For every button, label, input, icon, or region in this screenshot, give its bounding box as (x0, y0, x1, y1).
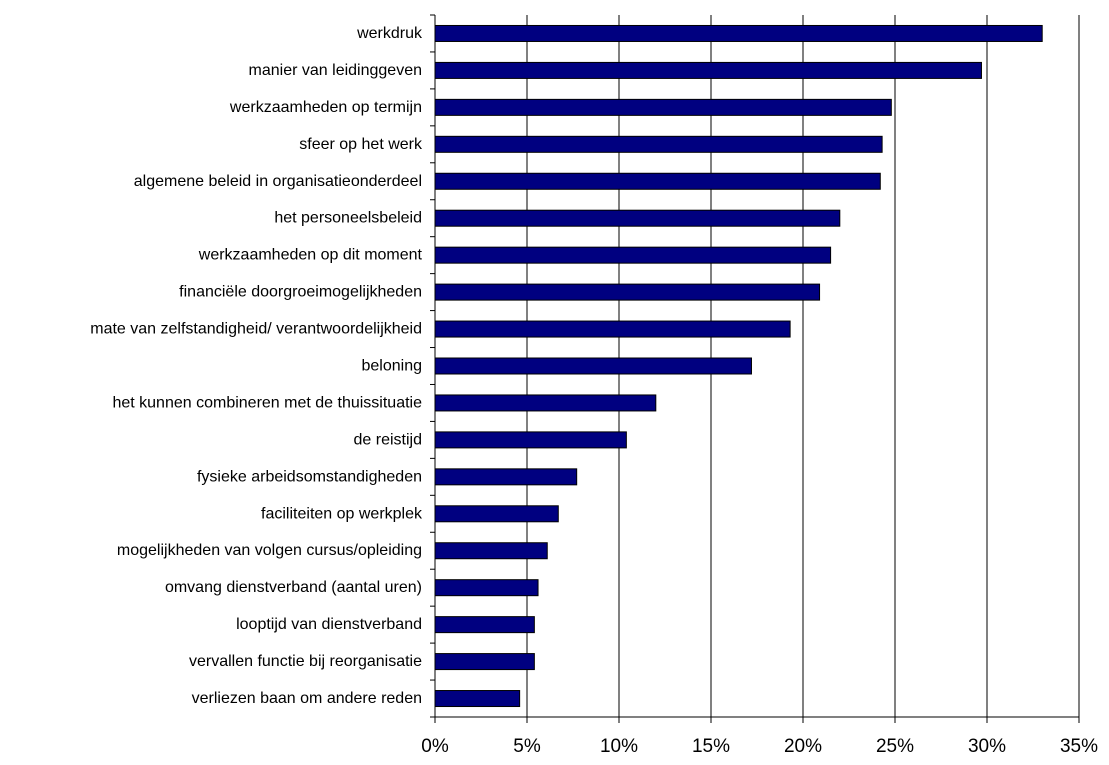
x-tick-label: 35% (1060, 736, 1098, 757)
category-label: financiële doorgroeimogelijkheden (179, 284, 422, 301)
category-label: de reistijd (354, 431, 422, 448)
bar (434, 135, 883, 153)
bar (434, 98, 892, 116)
bar (434, 320, 791, 338)
bar (434, 61, 982, 79)
bar (434, 579, 539, 597)
category-label: werkzaamheden op termijn (229, 99, 422, 116)
bar (434, 505, 559, 523)
category-label: faciliteiten op werkplek (261, 505, 423, 522)
bar (434, 394, 657, 412)
category-label: werkzaamheden op dit moment (198, 247, 423, 264)
category-label: algemene beleid in organisatieonderdeel (134, 173, 422, 190)
bars (434, 24, 1043, 708)
bar (434, 246, 832, 264)
bar (434, 357, 752, 375)
bar (434, 283, 821, 301)
bar (434, 542, 548, 560)
category-label: mogelijkheden van volgen cursus/opleidin… (117, 542, 422, 559)
bar (434, 653, 535, 671)
category-label: manier van leidinggeven (249, 62, 422, 79)
x-tick-label: 0% (421, 736, 449, 757)
bar (434, 431, 627, 449)
bar (434, 172, 881, 190)
category-label: het personeelsbeleid (274, 210, 422, 227)
category-label: mate van zelfstandigheid/ verantwoordeli… (90, 321, 422, 338)
axes (430, 14, 1080, 723)
category-label: werkdruk (356, 25, 423, 42)
bar (434, 690, 521, 708)
category-label: sfeer op het werk (299, 136, 423, 153)
category-label: vervallen functie bij reorganisatie (189, 653, 422, 670)
category-label: looptijd van dienstverband (236, 616, 422, 633)
bar (434, 209, 841, 227)
bar (434, 616, 535, 634)
category-label: omvang dienstverband (aantal uren) (165, 579, 422, 596)
category-label: fysieke arbeidsomstandigheden (197, 468, 422, 485)
category-label: het kunnen combineren met de thuissituat… (112, 394, 422, 411)
category-label: verliezen baan om andere reden (192, 690, 422, 707)
category-labels: werkdruk manier van leidinggeven werkzaamh… (90, 25, 423, 707)
bar (434, 468, 578, 486)
x-tick-label: 20% (784, 736, 822, 757)
x-tick-labels: 0% 5% 10% 15% 20% 25% 30% 35% (421, 736, 1098, 757)
category-label: beloning (362, 358, 423, 375)
x-tick-label: 30% (968, 736, 1006, 757)
x-tick-label: 15% (692, 736, 730, 757)
x-tick-label: 5% (513, 736, 541, 757)
x-tick-label: 10% (600, 736, 638, 757)
bar (434, 24, 1043, 42)
x-tick-label: 25% (876, 736, 914, 757)
